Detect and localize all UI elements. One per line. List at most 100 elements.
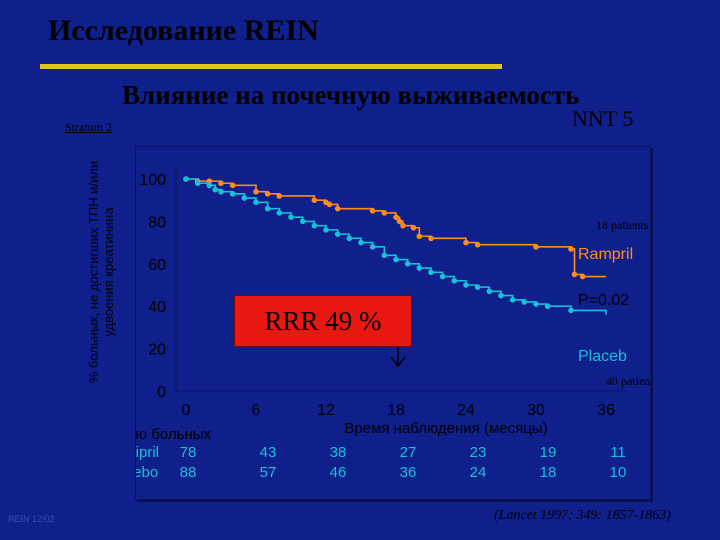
citation: (Lancet 1997; 349: 1857-1863) — [494, 508, 671, 523]
x-tick-label: 24 — [457, 402, 475, 419]
data-point-placebo — [218, 188, 224, 195]
x-tick-label: 12 — [317, 402, 335, 419]
y-tick-label: 0 — [157, 384, 166, 401]
data-point-placebo — [264, 205, 271, 212]
at-risk-value: 24 — [470, 464, 487, 481]
data-point-ramipril — [276, 193, 283, 199]
x-tick-label: 18 — [387, 402, 405, 419]
ramipril-patients-note: 18 patients — [596, 218, 649, 232]
at-risk-value: 88 — [180, 464, 197, 481]
rrr-box: RRR 49 % — [234, 295, 412, 347]
data-point-placebo — [206, 182, 213, 189]
data-point-placebo — [381, 252, 388, 259]
data-point-placebo — [428, 269, 434, 276]
at-risk-value: 19 — [540, 444, 557, 461]
stratum-label: Stratum 2 — [65, 120, 112, 134]
data-point-ramipril — [463, 239, 469, 246]
y-tick-label: 80 — [148, 214, 166, 231]
at-risk-value: 57 — [260, 464, 277, 481]
data-point-placebo — [439, 273, 446, 280]
data-point-placebo — [509, 297, 516, 303]
at-risk-value: 36 — [400, 464, 417, 481]
data-point-placebo — [451, 277, 458, 284]
data-point-ramipril — [410, 224, 417, 231]
data-point-ramipril — [369, 208, 376, 214]
data-point-placebo — [241, 195, 248, 201]
data-point-ramipril — [326, 201, 333, 208]
data-point-ramipril — [218, 180, 224, 187]
nnt-label: NNT 5 — [572, 106, 634, 131]
p-value-label: P=0.02 — [578, 292, 629, 309]
data-point-ramipril — [393, 214, 399, 220]
data-point-placebo — [404, 261, 411, 267]
data-point-placebo — [346, 235, 353, 242]
at-risk-value: 46 — [330, 464, 347, 481]
at-risk-row-label: Placebo — [136, 464, 158, 481]
slide-title-text: Исследование REIN — [48, 14, 319, 47]
data-point-placebo — [358, 239, 364, 246]
data-point-ramipril — [381, 210, 388, 216]
x-tick-label: 0 — [182, 402, 191, 419]
data-point-ramipril — [253, 188, 259, 195]
data-point-ramipril — [400, 222, 406, 229]
series-end-label-placebo: Placeb — [578, 348, 627, 365]
data-point-ramipril — [311, 197, 318, 203]
at-risk-value: 43 — [260, 444, 277, 461]
data-point-ramipril — [533, 244, 539, 250]
data-point-ramipril — [264, 191, 271, 197]
x-tick-label: 36 — [597, 402, 615, 419]
at-risk-value: 78 — [180, 444, 197, 461]
data-point-placebo — [416, 265, 423, 271]
at-risk-value: 18 — [540, 464, 557, 481]
data-point-ramipril — [334, 205, 341, 212]
data-point-placebo — [486, 288, 493, 295]
at-risk-header: Число больных — [136, 426, 212, 443]
y-axis-label: % больных, не достигших ТПН и/или удвоен… — [86, 160, 116, 384]
data-point-placebo — [212, 186, 218, 193]
data-point-placebo — [544, 303, 551, 309]
x-axis-label: Время наблюдения (месяцы) — [344, 420, 547, 437]
title-underline — [40, 64, 502, 69]
series-end-label-ramipril: Rampril — [578, 246, 633, 263]
data-point-ramipril — [579, 273, 586, 280]
data-point-placebo — [229, 191, 236, 197]
data-point-placebo — [568, 307, 574, 314]
slide-title: Исследование REIN — [48, 14, 319, 48]
y-tick-label: 60 — [148, 257, 166, 274]
placebo-patients-note: 40 patients — [606, 374, 650, 388]
at-risk-value: 38 — [330, 444, 347, 461]
data-point-placebo — [533, 301, 539, 307]
rrr-label: RRR 49 % — [264, 305, 382, 336]
y-tick-label: 100 — [139, 172, 166, 189]
data-point-placebo — [334, 231, 341, 237]
y-tick-label: 20 — [148, 342, 166, 359]
data-point-placebo — [299, 218, 306, 225]
at-risk-value: 11 — [610, 444, 626, 461]
data-point-placebo — [498, 292, 504, 299]
footer-note: REIN 12/02 — [8, 514, 55, 524]
at-risk-row-label: Ramipril — [136, 444, 159, 461]
data-point-placebo — [276, 210, 283, 216]
data-point-placebo — [369, 244, 376, 250]
data-point-placebo — [323, 227, 329, 233]
at-risk-value: 23 — [470, 444, 487, 461]
data-point-ramipril — [571, 271, 578, 278]
data-point-placebo — [311, 222, 318, 229]
survival-chart: 0 20 40 60 80 100 0 6 12 18 24 30 36 Время наблюдения… — [136, 165, 650, 481]
data-point-ramipril — [428, 235, 434, 242]
chart-panel: 0 20 40 60 80 100 0 6 12 18 24 30 36 Время наблюдения… — [135, 146, 651, 500]
data-point-ramipril — [229, 182, 236, 189]
data-point-placebo — [463, 282, 469, 288]
data-point-placebo — [194, 180, 201, 187]
data-point-placebo — [521, 299, 528, 305]
data-point-ramipril — [396, 218, 403, 225]
rrr-arrow-head — [390, 356, 406, 368]
data-point-ramipril — [568, 246, 574, 252]
data-point-placebo — [183, 176, 189, 182]
data-point-placebo — [288, 214, 294, 220]
y-tick-label: 40 — [148, 299, 166, 316]
at-risk-value: 10 — [610, 464, 627, 481]
x-tick-label: 30 — [527, 402, 545, 419]
data-point-ramipril — [416, 233, 423, 240]
data-point-placebo — [253, 199, 259, 206]
